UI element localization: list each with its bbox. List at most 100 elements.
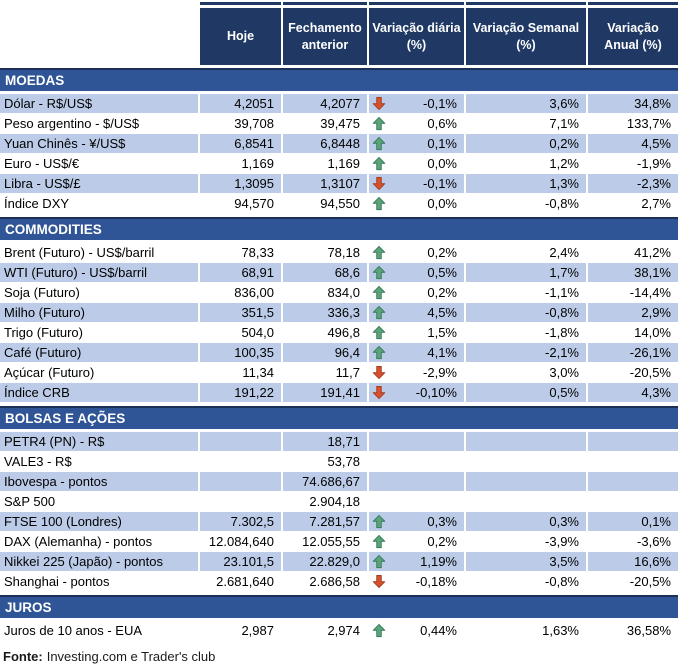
table-row: Índice CRB 191,22 191,41 -0,10% 0,5% 4,3% bbox=[0, 383, 678, 403]
cell-hoje: 4,2051 bbox=[200, 94, 281, 114]
cell-hoje: 6,8541 bbox=[200, 134, 281, 154]
row-label: Brent (Futuro) - US$/barril bbox=[0, 243, 198, 263]
row-label: Soja (Futuro) bbox=[0, 283, 198, 303]
arrow-down-icon bbox=[372, 96, 386, 111]
cell-variacao-diaria: 0,0% bbox=[369, 154, 464, 174]
row-label: Euro - US$/€ bbox=[0, 154, 198, 174]
cell-hoje: 191,22 bbox=[200, 383, 281, 403]
cell-variacao-diaria: -2,9% bbox=[369, 363, 464, 383]
row-label: Nikkei 225 (Japão) - pontos bbox=[0, 552, 198, 572]
table-row: Yuan Chinês - ¥/US$ 6,8541 6,8448 0,1% 0,2% 4… bbox=[0, 134, 678, 154]
cell-variacao-diaria: 4,5% bbox=[369, 303, 464, 323]
cell-hoje: 94,570 bbox=[200, 194, 281, 214]
row-label: Café (Futuro) bbox=[0, 343, 198, 363]
cell-variacao-semanal: -1,1% bbox=[466, 283, 586, 303]
cell-variacao-diaria-value: 0,0% bbox=[427, 196, 457, 211]
cell-hoje: 836,00 bbox=[200, 283, 281, 303]
row-label: Ibovespa - pontos bbox=[0, 472, 198, 492]
cell-variacao-diaria-value: -0,1% bbox=[423, 176, 457, 191]
table-row: Shanghai - pontos 2.681,640 2.686,58 -0,18%… bbox=[0, 572, 678, 592]
arrow-up-icon bbox=[372, 623, 386, 638]
arrow-up-icon bbox=[372, 305, 386, 320]
cell-fechamento-anterior: 68,6 bbox=[283, 263, 367, 283]
table-top-border bbox=[0, 2, 678, 5]
cell-variacao-diaria-value: 0,2% bbox=[427, 285, 457, 300]
cell-variacao-semanal bbox=[466, 472, 586, 492]
top-border-segment bbox=[588, 2, 678, 5]
table-row: S&P 500 2.904,18 bbox=[0, 492, 678, 512]
row-label: Índice DXY bbox=[0, 194, 198, 214]
cell-variacao-diaria-value: 1,5% bbox=[427, 325, 457, 340]
table-row: Café (Futuro) 100,35 96,4 4,1% -2,1% -26,1% bbox=[0, 343, 678, 363]
rates-table: Hoje Fechamento anterior Variação diária… bbox=[0, 2, 678, 641]
cell-variacao-semanal: 1,3% bbox=[466, 174, 586, 194]
cell-variacao-anual: 2,9% bbox=[588, 303, 678, 323]
cell-variacao-anual: -26,1% bbox=[588, 343, 678, 363]
cell-variacao-diaria: -0,1% bbox=[369, 94, 464, 114]
cell-variacao-diaria bbox=[369, 432, 464, 452]
cell-variacao-semanal: 2,4% bbox=[466, 243, 586, 263]
table-row: Nikkei 225 (Japão) - pontos 23.101,5 22.82… bbox=[0, 552, 678, 572]
cell-variacao-diaria-value: 0,1% bbox=[427, 136, 457, 151]
cell-variacao-diaria-value: -2,9% bbox=[423, 365, 457, 380]
cell-variacao-diaria-value: 0,6% bbox=[427, 116, 457, 131]
cell-hoje bbox=[200, 472, 281, 492]
cell-variacao-diaria: 0,2% bbox=[369, 532, 464, 552]
table-row: Peso argentino - $/US$ 39,708 39,475 0,6% 7,… bbox=[0, 114, 678, 134]
row-label: Açúcar (Futuro) bbox=[0, 363, 198, 383]
cell-fechamento-anterior: 834,0 bbox=[283, 283, 367, 303]
arrow-up-icon bbox=[372, 156, 386, 171]
cell-variacao-diaria-value: 1,19% bbox=[420, 554, 457, 569]
top-border-segment bbox=[466, 2, 586, 5]
cell-variacao-anual bbox=[588, 472, 678, 492]
cell-variacao-diaria bbox=[369, 452, 464, 472]
cell-variacao-diaria-value: -0,10% bbox=[415, 385, 457, 400]
row-label: VALE3 - R$ bbox=[0, 452, 198, 472]
cell-hoje: 100,35 bbox=[200, 343, 281, 363]
cell-variacao-anual: 14,0% bbox=[588, 323, 678, 343]
cell-variacao-diaria-value: 0,0% bbox=[427, 156, 457, 171]
cell-variacao-anual: 36,58% bbox=[588, 621, 678, 641]
cell-variacao-semanal: 7,1% bbox=[466, 114, 586, 134]
cell-variacao-semanal: -0,8% bbox=[466, 572, 586, 592]
section-header-commodities: COMMODITIES bbox=[0, 217, 678, 240]
row-label: Juros de 10 anos - EUA bbox=[0, 621, 198, 641]
source-label: Fonte: bbox=[3, 649, 43, 664]
cell-fechamento-anterior: 18,71 bbox=[283, 432, 367, 452]
table-row: Libra - US$/£ 1,3095 1,3107 -0,1% 1,3% -2,3% bbox=[0, 174, 678, 194]
top-border-spacer bbox=[0, 2, 198, 5]
section-header-bolsas-e-acoes: BOLSAS E AÇÕES bbox=[0, 406, 678, 429]
cell-hoje: 2,987 bbox=[200, 621, 281, 641]
cell-hoje: 68,91 bbox=[200, 263, 281, 283]
cell-variacao-diaria bbox=[369, 472, 464, 492]
cell-variacao-diaria: 0,2% bbox=[369, 283, 464, 303]
cell-variacao-anual: 16,6% bbox=[588, 552, 678, 572]
table-row: Índice DXY 94,570 94,550 0,0% -0,8% 2,7% bbox=[0, 194, 678, 214]
cell-variacao-semanal: -0,8% bbox=[466, 303, 586, 323]
cell-hoje bbox=[200, 492, 281, 512]
cell-variacao-diaria: 0,1% bbox=[369, 134, 464, 154]
cell-variacao-diaria-value: 4,5% bbox=[427, 305, 457, 320]
cell-variacao-semanal: -0,8% bbox=[466, 194, 586, 214]
table-row: PETR4 (PN) - R$ 18,71 bbox=[0, 432, 678, 452]
source-text: Investing.com e Trader's club bbox=[46, 649, 216, 664]
cell-variacao-diaria: 0,0% bbox=[369, 194, 464, 214]
arrow-down-icon bbox=[372, 365, 386, 380]
arrow-up-icon bbox=[372, 325, 386, 340]
cell-hoje: 11,34 bbox=[200, 363, 281, 383]
table-row: FTSE 100 (Londres) 7.302,5 7.281,57 0,3% 0,3… bbox=[0, 512, 678, 532]
table-row: Milho (Futuro) 351,5 336,3 4,5% -0,8% 2,9% bbox=[0, 303, 678, 323]
cell-fechamento-anterior: 336,3 bbox=[283, 303, 367, 323]
cell-fechamento-anterior: 2.904,18 bbox=[283, 492, 367, 512]
cell-variacao-semanal: 3,6% bbox=[466, 94, 586, 114]
cell-hoje: 23.101,5 bbox=[200, 552, 281, 572]
cell-variacao-anual bbox=[588, 492, 678, 512]
row-label: Shanghai - pontos bbox=[0, 572, 198, 592]
section-title: COMMODITIES bbox=[5, 222, 102, 237]
table-header-row: Hoje Fechamento anterior Variação diária… bbox=[0, 8, 678, 65]
cell-variacao-semanal: -1,8% bbox=[466, 323, 586, 343]
arrow-up-icon bbox=[372, 345, 386, 360]
cell-hoje: 78,33 bbox=[200, 243, 281, 263]
table-body: MOEDAS Dólar - R$/US$ 4,2051 4,2077 -0,1% 3,6… bbox=[0, 68, 678, 641]
cell-variacao-diaria: 1,19% bbox=[369, 552, 464, 572]
